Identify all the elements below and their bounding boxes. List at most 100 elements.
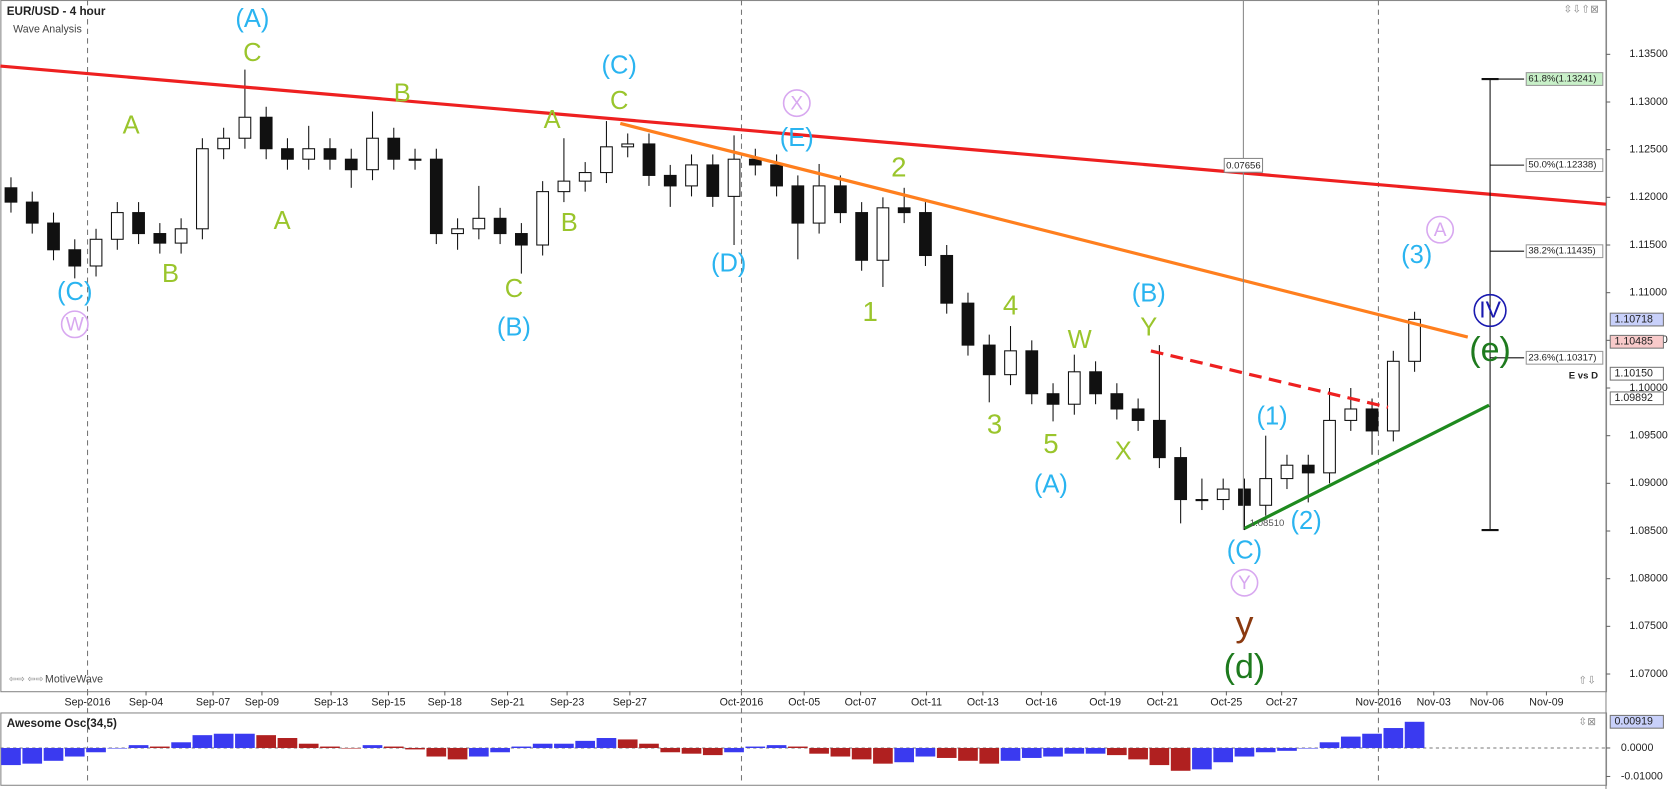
osc-bar: [681, 747, 702, 754]
osc-bar: [64, 747, 85, 757]
wave-label: (3): [1401, 241, 1432, 269]
fib-label: 61.8%(1.13241): [1528, 74, 1596, 85]
osc-bar: [830, 747, 851, 757]
candle-body: [685, 164, 698, 187]
candle-body: [429, 158, 443, 235]
candle-body: [1131, 408, 1145, 421]
candle-body: [727, 158, 741, 197]
candle-body: [493, 217, 507, 235]
fib-label-box: [1525, 158, 1604, 173]
candle-body: [1259, 478, 1273, 506]
osc-bar: [320, 746, 340, 748]
window-buttons[interactable]: ⇳⇩⇧⊠: [1563, 3, 1599, 15]
osc-bar: [1319, 742, 1340, 748]
candle-body: [451, 228, 464, 235]
osc-bar: [107, 747, 128, 749]
candle-body: [1344, 408, 1358, 421]
candle-body: [174, 228, 188, 244]
x-tick-label: Oct-19: [1089, 697, 1121, 709]
candle-body: [791, 185, 805, 224]
osc-bar: [511, 746, 532, 748]
x-tick-label: Sep-15: [371, 697, 405, 709]
osc-bar: [1340, 736, 1361, 748]
wave-label: 1: [862, 296, 877, 327]
osc-bar: [235, 733, 255, 748]
x-tick-label: Oct-07: [845, 697, 877, 709]
x-tick-label: Sep-07: [196, 697, 230, 709]
y-tick-label: 1.09500: [1629, 429, 1667, 441]
candle-body: [897, 207, 911, 214]
osc-buttons[interactable]: ⇳⊠: [1578, 716, 1596, 728]
candle-body: [876, 207, 890, 261]
x-tick-label: Oct-25: [1210, 697, 1242, 709]
candle-body: [812, 185, 826, 224]
x-tick-label: Nov-06: [1470, 697, 1504, 709]
osc-bar: [660, 747, 681, 753]
zoom-buttons[interactable]: ⇧⇩: [1578, 674, 1596, 686]
wave-label: (d): [1224, 648, 1266, 686]
candle-body: [1408, 318, 1421, 362]
wave-label: A: [123, 111, 140, 139]
osc-tick-label: 0.0000: [1621, 742, 1654, 754]
osc-bar: [469, 747, 489, 757]
wave-label: (E): [780, 124, 814, 152]
price-tag: 1.10150: [1614, 368, 1652, 380]
y-tick-label: 1.11500: [1629, 239, 1667, 251]
mark-layer: [0, 0, 1607, 771]
price-tag: 1.10485: [1614, 336, 1652, 348]
candle-body: [47, 222, 60, 251]
candle-body: [855, 212, 869, 261]
wave-label: B: [394, 79, 411, 107]
chart-title: EUR/USD - 4 hour: [7, 5, 106, 18]
osc-bar: [192, 735, 213, 748]
wave-label: B: [561, 209, 578, 237]
wave-label: (B): [1132, 279, 1166, 307]
candle-body: [919, 212, 932, 257]
candle-body: [1238, 488, 1251, 506]
wave-label: 3: [987, 409, 1002, 440]
candle-body: [642, 143, 656, 176]
trend-line: [1243, 403, 1490, 530]
wave-label-circle: [1230, 568, 1259, 597]
wave-label: A: [274, 207, 291, 235]
y-tick-label: 1.09000: [1629, 477, 1667, 489]
candle-body: [1046, 393, 1060, 405]
candle-body: [982, 344, 996, 376]
wave-label: 2: [891, 151, 906, 182]
wave-label: A: [544, 106, 561, 134]
osc-bar: [1021, 747, 1042, 758]
x-tick-label: Oct-21: [1147, 697, 1179, 709]
wave-label-circle: [1473, 293, 1507, 328]
fib-label: 38.2%(1.11435): [1528, 246, 1595, 257]
wave-label-circle: [1426, 215, 1455, 244]
osc-bar: [1064, 747, 1085, 754]
trend-line: [619, 121, 1469, 339]
candle-body: [1089, 371, 1102, 395]
y-tick-label: 1.13000: [1629, 96, 1667, 108]
osc-bar: [213, 733, 234, 748]
osc-bar: [617, 739, 638, 748]
scroll-arrows[interactable]: ⇦⇨ ⇦⇨: [9, 674, 44, 685]
osc-title: Awesome Osc(34,5): [7, 717, 117, 730]
osc-bar: [873, 747, 893, 764]
wave-label: Y: [1140, 313, 1157, 341]
candle-body: [281, 148, 294, 160]
candle-body: [600, 146, 613, 174]
osc-bar: [1170, 747, 1191, 771]
osc-bar: [596, 738, 617, 748]
osc-bar: [1383, 728, 1404, 748]
x-tick-label: Sep-21: [490, 697, 524, 709]
osc-bar: [1277, 747, 1297, 751]
wave-label: Y: [1238, 573, 1251, 594]
trend-line: [0, 64, 1607, 206]
osc-bar: [128, 745, 149, 748]
wave-label: (C): [57, 278, 92, 306]
wave-label: (A): [1034, 471, 1068, 499]
y-tick-label: 1.07000: [1629, 668, 1667, 680]
x-tick-label: Sep-27: [613, 697, 647, 709]
price-tag-box: [1609, 366, 1664, 381]
x-tick-label: Sep-13: [314, 697, 348, 709]
osc-bar: [1213, 747, 1234, 763]
